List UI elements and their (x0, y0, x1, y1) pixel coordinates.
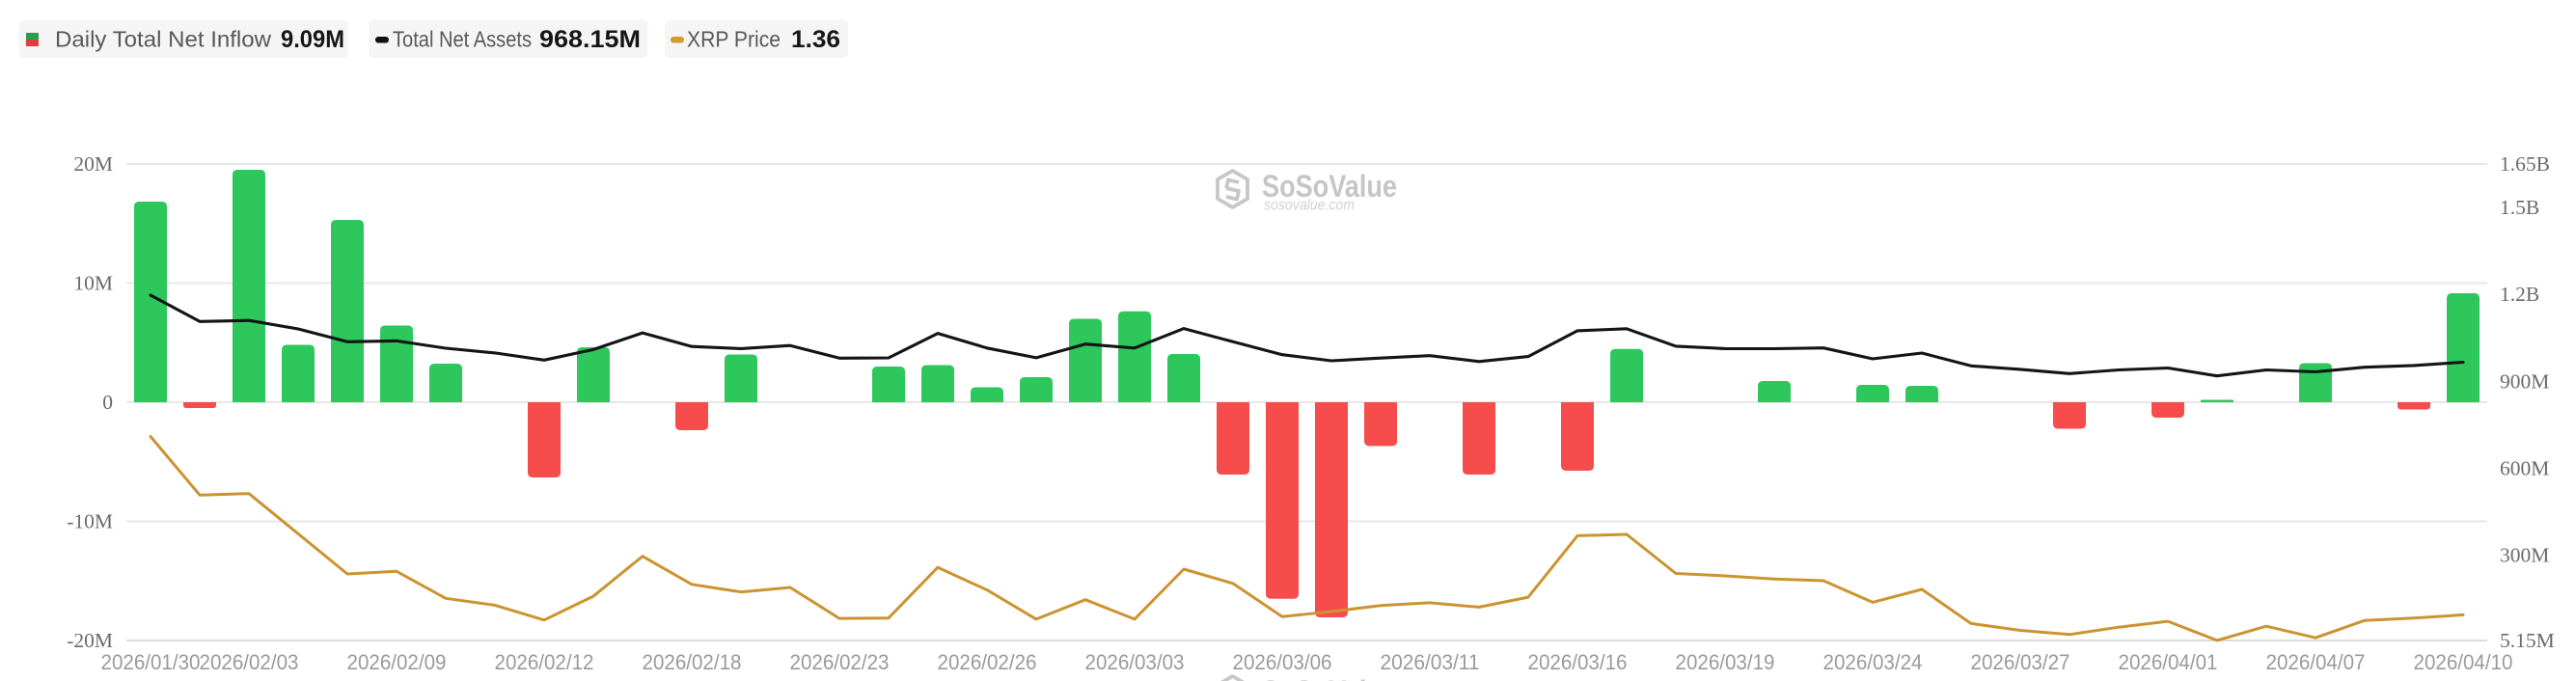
svg-text:5.15M: 5.15M (2500, 629, 2555, 652)
svg-text:2026/03/27: 2026/03/27 (1971, 650, 2070, 674)
svg-text:2026/02/12: 2026/02/12 (495, 650, 594, 674)
svg-text:2026/04/10: 2026/04/10 (2414, 650, 2513, 674)
svg-text:2026/03/06: 2026/03/06 (1233, 650, 1332, 674)
svg-text:Daily Total Net Inflow: Daily Total Net Inflow (55, 27, 272, 52)
svg-text:2026/03/11: 2026/03/11 (1381, 650, 1480, 674)
svg-text:2026/02/09: 2026/02/09 (347, 650, 447, 674)
svg-text:2026/03/16: 2026/03/16 (1528, 650, 1628, 674)
svg-text:300M: 300M (2500, 544, 2549, 567)
svg-text:900M: 900M (2500, 369, 2549, 393)
svg-text:1.65B: 1.65B (2500, 152, 2550, 176)
svg-text:-20M: -20M (67, 629, 113, 652)
svg-text:968.15M: 968.15M (539, 26, 641, 53)
svg-text:-10M: -10M (67, 510, 113, 533)
svg-text:2026/02/03: 2026/02/03 (200, 650, 299, 674)
svg-text:SoSoValue: SoSoValue (1262, 674, 1397, 681)
svg-text:10M: 10M (73, 272, 113, 295)
svg-text:sosovalue.com: sosovalue.com (1264, 198, 1355, 214)
svg-text:Total Net Assets: Total Net Assets (393, 27, 532, 52)
svg-text:2026/03/24: 2026/03/24 (1823, 650, 1923, 674)
svg-text:2026/03/03: 2026/03/03 (1085, 650, 1185, 674)
svg-text:2026/04/01: 2026/04/01 (2119, 650, 2218, 674)
svg-text:1.5B: 1.5B (2500, 196, 2539, 219)
svg-text:1.36: 1.36 (791, 26, 840, 53)
svg-text:2026/02/23: 2026/02/23 (790, 650, 890, 674)
svg-text:XRP Price: XRP Price (687, 27, 781, 52)
svg-text:1.2B: 1.2B (2500, 283, 2539, 306)
svg-text:2026/01/30: 2026/01/30 (101, 650, 201, 674)
svg-text:2026/02/26: 2026/02/26 (938, 650, 1037, 674)
svg-text:9.09M: 9.09M (281, 26, 344, 53)
svg-text:2026/03/19: 2026/03/19 (1676, 650, 1775, 674)
svg-text:600M: 600M (2500, 456, 2549, 479)
svg-text:2026/02/18: 2026/02/18 (643, 650, 742, 674)
svg-text:20M: 20M (73, 152, 113, 176)
svg-text:SoSoValue: SoSoValue (1262, 169, 1397, 204)
svg-text:2026/04/07: 2026/04/07 (2266, 650, 2366, 674)
svg-text:0: 0 (102, 391, 113, 414)
